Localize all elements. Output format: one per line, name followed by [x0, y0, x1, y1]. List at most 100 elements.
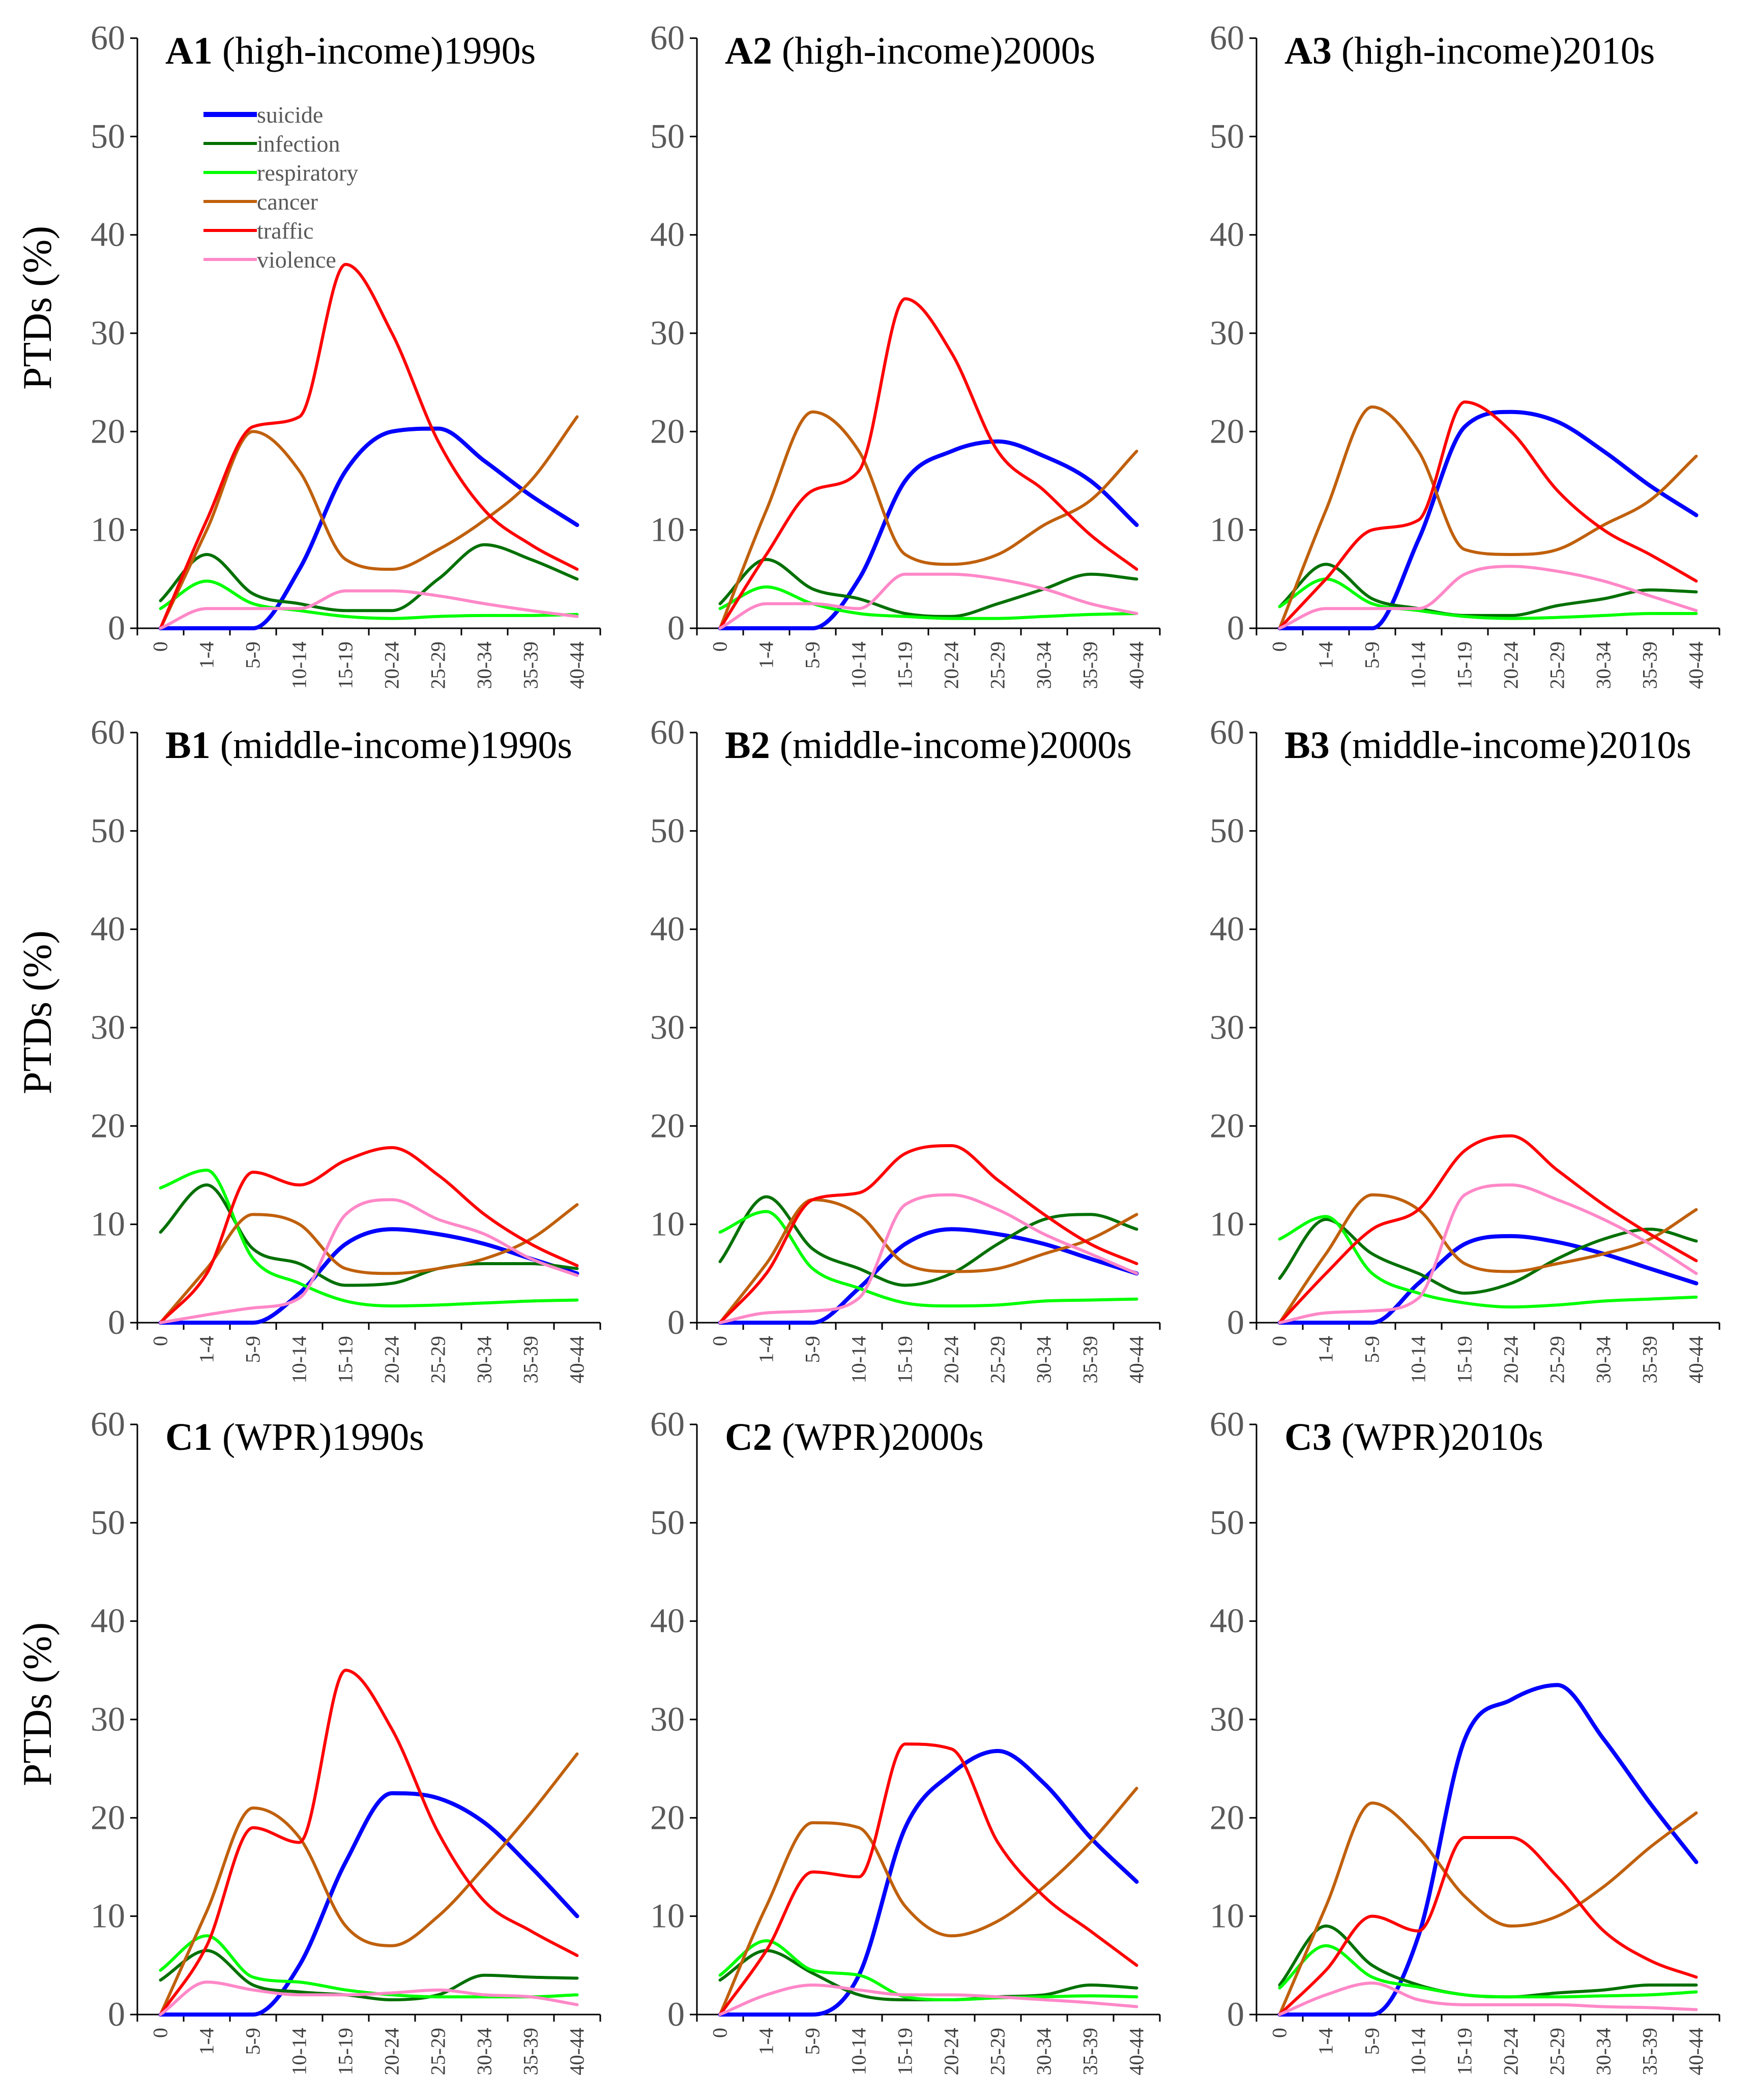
x-tick-label: 1-4 [755, 2028, 778, 2055]
series-line-cancer [718, 1787, 1138, 2016]
x-tick-label: 25-29 [1546, 2028, 1569, 2075]
panel-subtitle: (high-income)1990s [213, 30, 536, 72]
y-tick-label: 10 [91, 1205, 125, 1243]
y-tick-label: 0 [108, 608, 125, 647]
x-tick-label: 30-34 [1033, 1336, 1056, 1383]
panel-subtitle: (middle-income)2000s [770, 724, 1132, 767]
x-tick-label: 1-4 [1314, 641, 1337, 668]
x-tick-label: 10-14 [288, 2028, 311, 2075]
panel-title: B1 (middle-income)1990s [165, 724, 572, 767]
x-tick-label: 20-24 [940, 641, 963, 689]
y-tick-label: 30 [650, 313, 685, 352]
x-tick-label: 35-39 [1639, 641, 1661, 689]
panel-title: B2 (middle-income)2000s [725, 724, 1132, 767]
x-tick-label: 40-44 [1125, 2028, 1148, 2075]
panel-title: B3 (middle-income)2010s [1284, 724, 1691, 767]
x-tick-label: 15-19 [894, 2028, 917, 2075]
x-tick-label: 1-4 [195, 2028, 218, 2055]
y-tick-label: 10 [1210, 1205, 1244, 1243]
series-line-infection [1278, 1924, 1698, 1999]
series-line-violence [1278, 1981, 1698, 2016]
x-tick-label: 40-44 [1125, 1336, 1148, 1383]
panel-C2: 0 10 20 30 40 50 60 0 1-4 5-9 10-14 15-19 20-24 25-29… [650, 1405, 1161, 2075]
series-line-infection [718, 1195, 1138, 1287]
panel-title: A2 (high-income)2000s [725, 30, 1095, 72]
panel-id: A3 [1284, 30, 1332, 72]
y-tick-label: 40 [91, 1601, 125, 1640]
y-tick-label: 0 [1227, 608, 1244, 647]
panel-subtitle: (middle-income)2010s [1330, 724, 1691, 767]
x-tick-label: 40-44 [1125, 641, 1148, 689]
y-tick-label: 10 [91, 1897, 125, 1935]
x-tick-label: 30-34 [473, 641, 496, 689]
legend-label-infection: infection [257, 131, 340, 157]
y-tick-label: 0 [108, 1995, 125, 2033]
y-tick-label: 30 [91, 1008, 125, 1046]
x-tick-label: 30-34 [1592, 1336, 1615, 1383]
x-tick-label: 20-24 [1500, 641, 1523, 689]
x-tick-label: 10-14 [847, 2028, 870, 2075]
series-line-suicide [1277, 1234, 1699, 1325]
x-tick-label: 1-4 [755, 1336, 778, 1363]
series-line-respiratory [1278, 1215, 1698, 1309]
panel-C3: 0 10 20 30 40 50 60 0 1-4 5-9 10-14 15-19 20-24 25-29… [1210, 1405, 1720, 2075]
x-tick-label: 35-39 [1639, 1336, 1661, 1383]
y-tick-label: 30 [91, 1700, 125, 1738]
x-tick-label: 5-9 [1361, 641, 1384, 668]
series-line-respiratory [159, 1169, 579, 1308]
x-tick-label: 25-29 [1546, 641, 1569, 689]
legend-label-traffic: traffic [257, 218, 314, 244]
panel-title: A1 (high-income)1990s [165, 30, 536, 72]
x-tick-label: 40-44 [566, 641, 589, 689]
series-line-infection [159, 1949, 579, 2001]
y-tick-label: 0 [667, 608, 685, 647]
series-line-infection [1278, 563, 1698, 617]
x-tick-label: 15-19 [1453, 641, 1476, 689]
x-tick-label: 20-24 [381, 641, 403, 689]
series-line-infection [159, 1183, 579, 1287]
series-line-suicide [718, 1227, 1139, 1325]
x-tick-label: 20-24 [381, 1336, 403, 1383]
x-tick-label: 35-39 [1079, 641, 1102, 689]
x-tick-label: 1-4 [755, 641, 778, 668]
y-tick-label: 20 [650, 1106, 685, 1145]
y-tick-label: 60 [91, 713, 125, 751]
x-tick-label: 1-4 [1314, 2028, 1337, 2055]
y-tick-label: 30 [650, 1008, 685, 1046]
x-tick-label: 10-14 [288, 1336, 311, 1383]
x-tick-label: 0 [149, 1336, 172, 1346]
series-line-cancer [159, 415, 579, 630]
y-tick-label: 60 [650, 1405, 685, 1443]
y-tick-label: 10 [1210, 510, 1244, 549]
x-tick-label: 5-9 [801, 641, 824, 668]
x-tick-label: 40-44 [566, 1336, 589, 1383]
series-line-suicide [1277, 1683, 1699, 2017]
y-tick-label: 50 [650, 1503, 685, 1541]
panel-subtitle: (WPR)2010s [1332, 1416, 1543, 1459]
y-tick-label: 10 [650, 1205, 685, 1243]
y-axis-label-row-c: PTDs (%) [15, 1622, 60, 1786]
x-tick-label: 5-9 [801, 1336, 824, 1363]
x-tick-label: 15-19 [334, 1336, 357, 1383]
panel-title: C1 (WPR)1990s [165, 1416, 424, 1459]
x-tick-label: 15-19 [334, 641, 357, 689]
y-tick-label: 50 [1210, 811, 1244, 850]
legend-label-suicide: suicide [257, 102, 323, 128]
y-tick-label: 30 [91, 313, 125, 352]
y-tick-label: 60 [1210, 1405, 1244, 1443]
y-tick-label: 50 [91, 116, 125, 155]
panel-id: A2 [725, 30, 772, 72]
x-tick-label: 35-39 [1079, 2028, 1102, 2075]
panel-id: C2 [725, 1416, 772, 1459]
panel-subtitle: (WPR)1990s [213, 1416, 424, 1459]
series-line-traffic [1278, 400, 1698, 630]
y-tick-label: 20 [91, 1798, 125, 1836]
x-tick-label: 25-29 [427, 641, 450, 689]
x-tick-label: 5-9 [801, 2028, 824, 2055]
y-tick-label: 40 [650, 215, 685, 254]
y-tick-label: 60 [650, 713, 685, 751]
panel-B3: 0 10 20 30 40 50 60 0 1-4 5-9 10-14 15-19 20-24 25-29… [1210, 713, 1720, 1383]
x-tick-label: 0 [709, 641, 732, 652]
x-tick-label: 40-44 [566, 2028, 589, 2075]
x-tick-label: 0 [1268, 641, 1291, 652]
